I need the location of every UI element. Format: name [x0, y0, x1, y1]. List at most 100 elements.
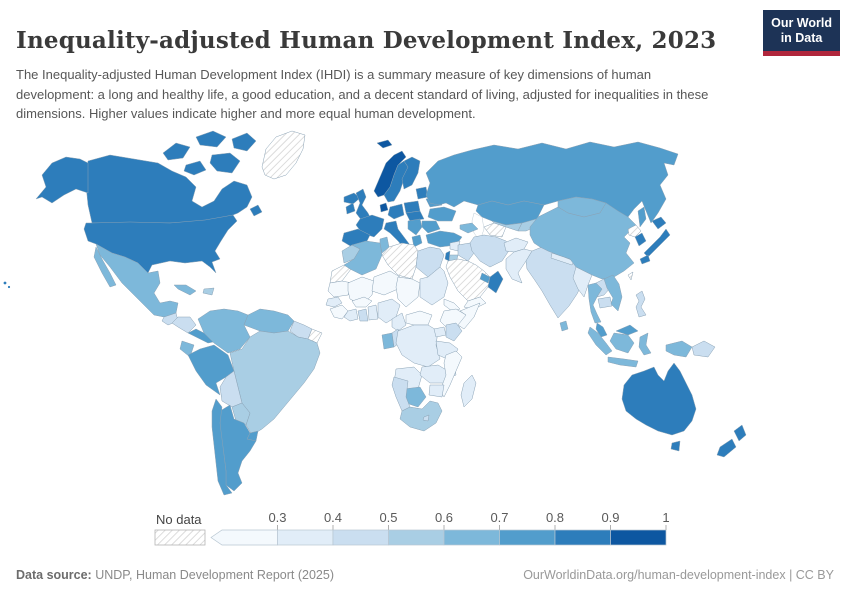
denmark[interactable] — [379, 202, 389, 213]
finland[interactable] — [401, 156, 421, 190]
indonesia-java[interactable] — [607, 356, 639, 368]
chile[interactable] — [211, 398, 233, 496]
iceland[interactable] — [343, 192, 361, 205]
japan-hokkaido[interactable] — [651, 216, 667, 230]
indonesia-sulawesi[interactable] — [638, 332, 652, 356]
cuba[interactable] — [173, 284, 197, 296]
dr-congo[interactable] — [395, 324, 441, 368]
mauritania[interactable] — [327, 280, 353, 298]
myanmar[interactable] — [572, 266, 593, 298]
togo-benin[interactable] — [367, 304, 379, 321]
greenland[interactable] — [261, 130, 306, 180]
kenya[interactable] — [445, 322, 463, 342]
ghana[interactable] — [357, 308, 369, 322]
legend-no-data-swatch[interactable] — [154, 529, 206, 546]
algeria[interactable] — [343, 240, 383, 276]
svalbard[interactable] — [376, 139, 393, 149]
ireland[interactable] — [345, 202, 356, 215]
legend-tick-label: 1 — [662, 510, 669, 525]
japan-kyushu[interactable] — [639, 254, 651, 265]
legend-tick-label: 0.5 — [379, 510, 397, 525]
ukraine[interactable] — [427, 206, 457, 222]
new-zealand-north[interactable] — [733, 424, 747, 442]
niger[interactable] — [371, 270, 401, 296]
legend-bin-2[interactable] — [332, 529, 389, 546]
legend-bin-1[interactable] — [277, 529, 334, 546]
greece[interactable] — [411, 234, 423, 248]
yemen[interactable] — [463, 296, 487, 310]
hawaii[interactable] — [3, 281, 7, 285]
hispaniola[interactable] — [202, 287, 215, 296]
uae-qatar[interactable] — [479, 272, 491, 284]
tunisia[interactable] — [379, 236, 390, 254]
sri-lanka[interactable] — [559, 320, 569, 332]
south-korea[interactable] — [634, 232, 647, 247]
hawaii[interactable] — [7, 285, 11, 289]
legend-tick-label: 0.8 — [546, 510, 564, 525]
mexico[interactable] — [95, 243, 179, 318]
papua-new-guinea[interactable] — [691, 340, 716, 358]
norway[interactable] — [373, 150, 407, 198]
colombia[interactable] — [197, 308, 251, 354]
somalia[interactable] — [457, 302, 481, 330]
turkmenistan[interactable] — [483, 222, 507, 238]
cambodia[interactable] — [597, 296, 613, 309]
legend-bin-7[interactable] — [610, 529, 667, 546]
legend-bin-5[interactable] — [499, 529, 556, 546]
romania-bulgaria[interactable] — [421, 220, 441, 234]
legend-bin-0[interactable] — [210, 529, 278, 546]
baja-california[interactable] — [93, 246, 117, 288]
malaysia-borneo[interactable] — [615, 324, 639, 336]
iran[interactable] — [469, 234, 511, 268]
usa[interactable] — [83, 214, 238, 274]
indonesia-kalimantan[interactable] — [609, 332, 635, 354]
central-african-republic[interactable] — [405, 310, 433, 326]
philippines[interactable] — [635, 290, 647, 318]
indonesia-sumatra[interactable] — [587, 326, 613, 356]
guinea-sierra-leone-liberia[interactable] — [329, 304, 349, 320]
indonesia-west-papua[interactable] — [665, 340, 693, 358]
venezuela[interactable] — [243, 308, 295, 334]
germany[interactable] — [387, 203, 405, 220]
chad[interactable] — [395, 276, 421, 308]
south-africa[interactable] — [399, 400, 443, 432]
canada-arctic-islands[interactable] — [162, 130, 257, 176]
north-korea[interactable] — [627, 224, 642, 238]
sakhalin[interactable] — [637, 206, 647, 228]
malaysia-peninsula[interactable] — [595, 322, 608, 338]
caucasus[interactable] — [459, 222, 479, 234]
legend-bin-4[interactable] — [443, 529, 500, 546]
czech-slovakia-hungary[interactable] — [405, 210, 425, 222]
legend-bin-6[interactable] — [554, 529, 611, 546]
iraq[interactable] — [457, 242, 475, 262]
libya[interactable] — [381, 242, 419, 280]
chart-footer: Data source: UNDP, Human Development Rep… — [16, 568, 834, 582]
western-sahara[interactable] — [329, 264, 352, 284]
china[interactable] — [529, 202, 637, 280]
lesotho[interactable] — [422, 414, 430, 422]
japan-honshu[interactable] — [643, 228, 671, 258]
oman[interactable] — [487, 270, 504, 294]
alaska[interactable] — [35, 156, 89, 204]
uganda-rwanda[interactable] — [433, 326, 447, 338]
balkans[interactable] — [407, 218, 423, 236]
cameroon[interactable] — [391, 312, 407, 332]
cote-divoire[interactable] — [343, 308, 359, 322]
bolivia[interactable] — [219, 370, 243, 408]
vietnam[interactable] — [603, 274, 623, 312]
baltic-states[interactable] — [415, 186, 429, 200]
sudan[interactable] — [419, 266, 449, 306]
taiwan[interactable] — [627, 271, 634, 281]
new-zealand-south[interactable] — [716, 438, 737, 458]
eritrea-djibouti[interactable] — [443, 298, 461, 312]
owid-logo[interactable]: Our World in Data — [763, 10, 840, 56]
madagascar[interactable] — [460, 374, 477, 408]
tasmania[interactable] — [670, 440, 681, 452]
legend-bin-3[interactable] — [388, 529, 445, 546]
zimbabwe[interactable] — [428, 384, 445, 398]
burkina-faso[interactable] — [351, 296, 373, 308]
senegal-gambia[interactable] — [325, 296, 343, 308]
pakistan[interactable] — [505, 248, 533, 284]
australia[interactable] — [621, 362, 697, 436]
mozambique[interactable] — [439, 350, 463, 398]
